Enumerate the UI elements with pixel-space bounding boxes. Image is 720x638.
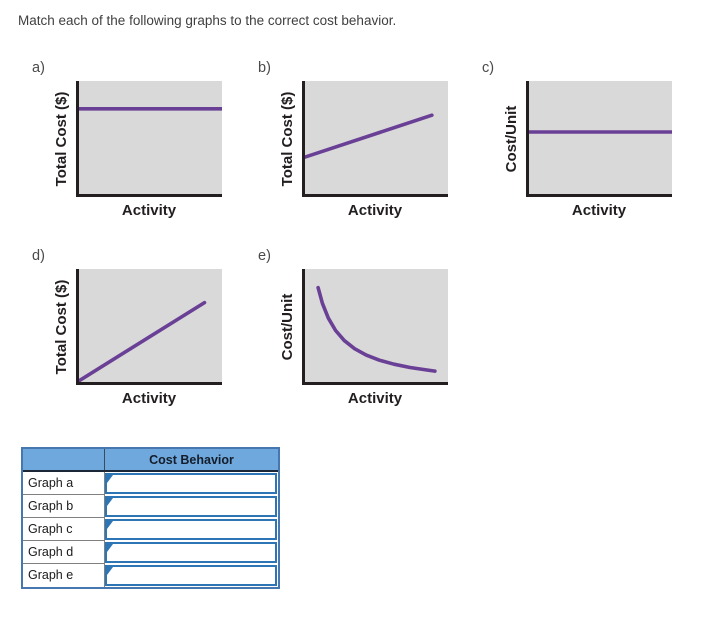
graph-c: c) Cost/Unit Activity bbox=[480, 60, 680, 230]
graph-a-y-axis-label: Total Cost ($) bbox=[53, 91, 70, 187]
dropdown-marker-icon bbox=[107, 521, 113, 529]
dropdown-marker-icon bbox=[107, 498, 113, 506]
cost-behavior-input-a[interactable] bbox=[105, 473, 277, 494]
graph-b: b) Total Cost ($) Activity bbox=[256, 60, 456, 230]
cost-behavior-input-e[interactable] bbox=[105, 565, 277, 586]
graph-b-y-axis-label: Total Cost ($) bbox=[279, 91, 296, 187]
graph-c-plot bbox=[526, 81, 672, 197]
dropdown-marker-icon bbox=[107, 567, 113, 575]
cost-behavior-header: Cost Behavior bbox=[149, 453, 234, 467]
row-label-graph-d: Graph d bbox=[23, 541, 105, 564]
graph-e-x-axis-label: Activity bbox=[347, 390, 403, 407]
graph-a-label: a) bbox=[32, 60, 45, 76]
table-row-graph-e: Graph e bbox=[23, 564, 278, 587]
graph-e-line bbox=[316, 285, 437, 373]
graph-c-y-axis-label: Cost/Unit bbox=[503, 105, 520, 173]
graph-d-label: d) bbox=[32, 248, 45, 264]
table-row-graph-b: Graph b bbox=[23, 495, 278, 518]
dropdown-marker-icon bbox=[107, 544, 113, 552]
graph-d-line bbox=[77, 300, 207, 383]
answer-cell-d bbox=[105, 541, 278, 564]
graph-e-label: e) bbox=[258, 248, 271, 264]
answer-table: Cost Behavior Graph a Graph b Graph c Gr bbox=[21, 447, 280, 589]
answer-cell-c bbox=[105, 518, 278, 541]
answer-cell-a bbox=[105, 472, 278, 495]
graph-c-label: c) bbox=[482, 60, 495, 76]
graph-d-y-axis-label: Total Cost ($) bbox=[53, 279, 70, 375]
table-row-graph-a: Graph a bbox=[23, 472, 278, 495]
graph-a-x-axis-label: Activity bbox=[121, 202, 177, 219]
question-text: Match each of the following graphs to th… bbox=[18, 13, 397, 28]
graph-e-y-axis-label: Cost/Unit bbox=[279, 293, 296, 361]
plot-background bbox=[526, 81, 672, 197]
plot-background bbox=[302, 269, 448, 385]
dropdown-marker-icon bbox=[107, 475, 113, 483]
graph-d-x-axis-label: Activity bbox=[121, 390, 177, 407]
graph-d-plot bbox=[76, 269, 222, 385]
table-header-row: Cost Behavior bbox=[23, 449, 278, 472]
graph-b-x-axis-label: Activity bbox=[347, 202, 403, 219]
row-label-graph-b: Graph b bbox=[23, 495, 105, 518]
cost-behavior-input-d[interactable] bbox=[105, 542, 277, 563]
graph-b-line bbox=[302, 113, 434, 160]
answer-cell-b bbox=[105, 495, 278, 518]
row-label-graph-e: Graph e bbox=[23, 564, 105, 587]
plot-background bbox=[302, 81, 448, 197]
row-label-graph-c: Graph c bbox=[23, 518, 105, 541]
table-row-graph-d: Graph d bbox=[23, 541, 278, 564]
graph-e-plot bbox=[302, 269, 448, 385]
row-label-graph-a: Graph a bbox=[23, 472, 105, 495]
plot-background bbox=[76, 81, 222, 197]
graph-e: e) Cost/Unit Activity bbox=[256, 248, 456, 418]
graph-c-x-axis-label: Activity bbox=[571, 202, 627, 219]
cost-behavior-input-c[interactable] bbox=[105, 519, 277, 540]
graph-b-plot bbox=[302, 81, 448, 197]
graph-a: a) Total Cost ($) Activity bbox=[30, 60, 230, 230]
graph-a-plot bbox=[76, 81, 222, 197]
answer-cell-e bbox=[105, 564, 278, 587]
cost-behavior-input-b[interactable] bbox=[105, 496, 277, 517]
graph-b-label: b) bbox=[258, 60, 271, 76]
table-row-graph-c: Graph c bbox=[23, 518, 278, 541]
header-empty-cell bbox=[23, 449, 105, 470]
graph-d: d) Total Cost ($) Activity bbox=[30, 248, 230, 418]
